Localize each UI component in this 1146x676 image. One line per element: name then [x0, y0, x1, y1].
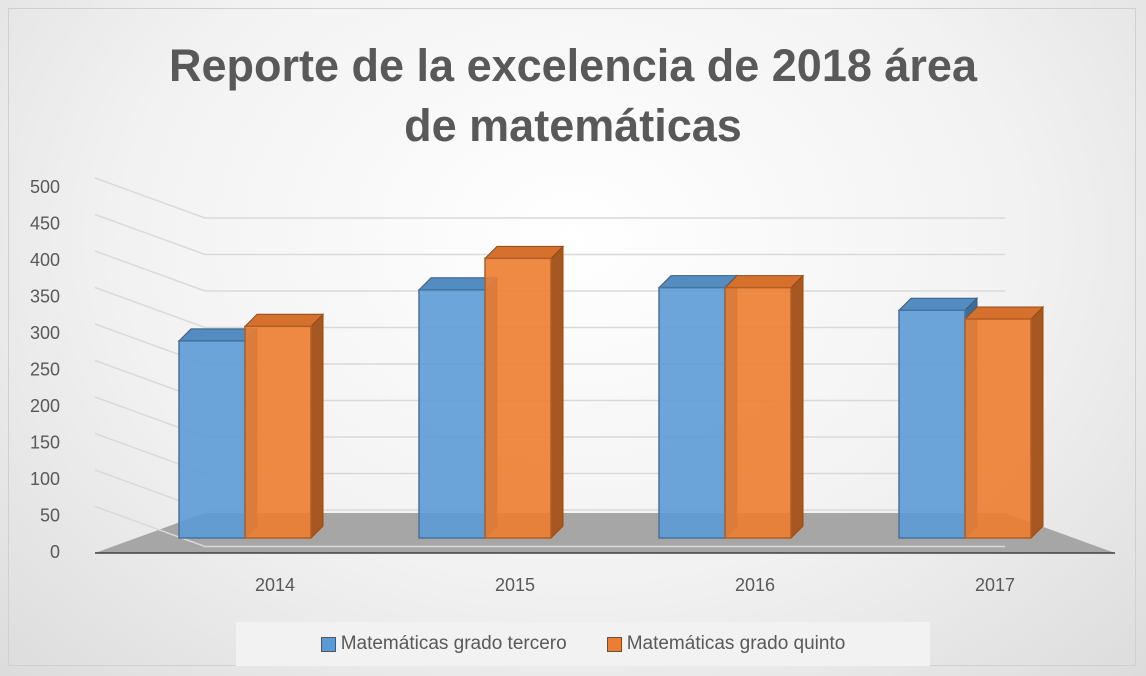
bar-front [418, 289, 486, 539]
legend-swatch [320, 636, 336, 652]
y-tick-label: 500 [30, 177, 60, 197]
bar-side [790, 274, 804, 540]
bar [963, 305, 1045, 540]
floor [95, 513, 1115, 553]
bar-top [963, 306, 1045, 320]
legend-item: Matemáticas grado quinto [606, 633, 846, 655]
bar-top [483, 245, 565, 259]
grid-line [94, 177, 1005, 219]
bar-front [244, 325, 312, 539]
bar-top [897, 297, 979, 311]
bar-side [310, 313, 324, 540]
legend-label: Matemáticas grado tercero [340, 633, 567, 654]
y-tick-label: 150 [30, 432, 60, 452]
legend-item: Matemáticas grado tercero [320, 633, 567, 655]
legend: Matemáticas grado tercero Matemáticas gra… [236, 622, 930, 666]
y-tick-label: 300 [30, 323, 60, 343]
y-tick-label: 450 [30, 213, 60, 233]
bar-front [724, 286, 792, 539]
bar-front [658, 286, 726, 539]
y-tick-label: 250 [30, 359, 60, 379]
grid-line [94, 213, 1005, 256]
legend-label: Matemáticas grado quinto [626, 633, 846, 654]
y-tick-label: 0 [50, 542, 60, 562]
y-tick-label: 350 [30, 286, 60, 306]
bar-front [898, 309, 966, 539]
x-tick-label: 2016 [735, 575, 775, 595]
x-tick-label: 2017 [975, 575, 1015, 595]
x-tick-label: 2015 [495, 575, 535, 595]
grid-line [94, 505, 1005, 548]
y-tick-label: 400 [30, 250, 60, 270]
y-tick-label: 50 [40, 505, 60, 525]
bar-top [243, 313, 325, 327]
x-tick-label: 2014 [255, 575, 295, 595]
bar-front [178, 340, 246, 539]
bar [483, 245, 565, 540]
bar [243, 313, 325, 540]
bar-side [1030, 305, 1044, 540]
bar-front [964, 318, 1032, 539]
bar [723, 274, 805, 540]
y-tick-label: 200 [30, 396, 60, 416]
bar-top [723, 275, 805, 289]
y-tick-label: 100 [30, 469, 60, 489]
chart-title: Reporte de la excelencia de 2018 área de… [169, 40, 977, 151]
bar-side [550, 245, 564, 540]
legend-swatch [606, 636, 622, 652]
bar-top [657, 275, 739, 289]
bar-front [484, 257, 552, 539]
